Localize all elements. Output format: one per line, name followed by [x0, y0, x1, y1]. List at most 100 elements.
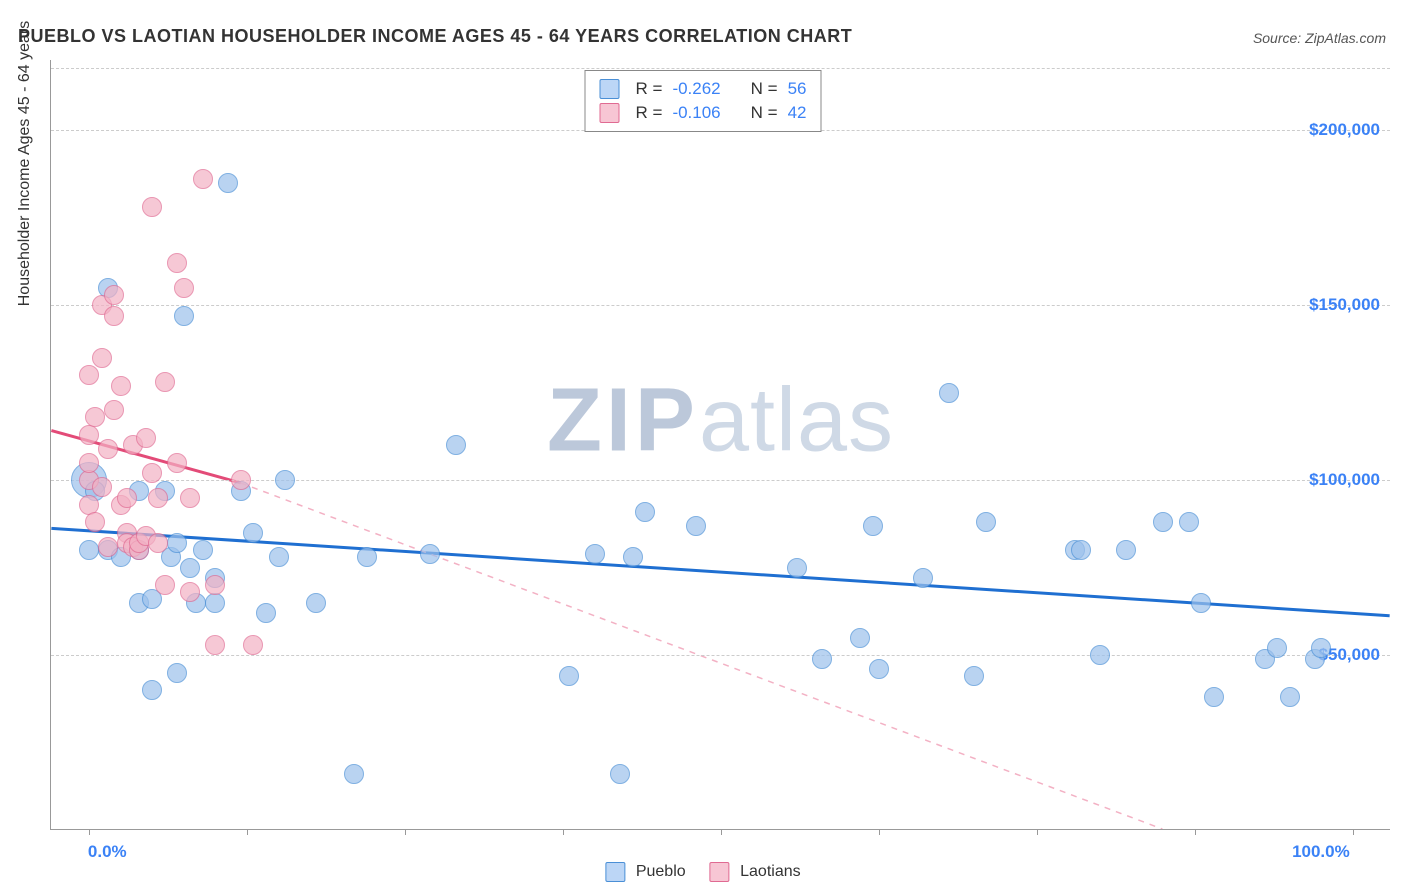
r-value: -0.106 [672, 103, 720, 123]
data-point [136, 428, 156, 448]
data-point [104, 306, 124, 326]
x-tick [721, 829, 722, 835]
data-point [180, 488, 200, 508]
data-point [205, 575, 225, 595]
data-point [635, 502, 655, 522]
data-point [869, 659, 889, 679]
x-tick [1037, 829, 1038, 835]
legend-swatch-icon [600, 79, 620, 99]
data-point [787, 558, 807, 578]
data-point [585, 544, 605, 564]
correlation-legend-row: R = -0.106 N = 42 [600, 101, 807, 125]
data-point [610, 764, 630, 784]
n-value: 42 [788, 103, 807, 123]
data-point [559, 666, 579, 686]
data-point [180, 582, 200, 602]
data-point [174, 306, 194, 326]
data-point [344, 764, 364, 784]
x-tick [89, 829, 90, 835]
chart-container: PUEBLO VS LAOTIAN HOUSEHOLDER INCOME AGE… [0, 0, 1406, 892]
watermark: ZIPatlas [547, 370, 894, 473]
data-point [193, 540, 213, 560]
data-point [142, 680, 162, 700]
data-point [167, 533, 187, 553]
r-label: R = [636, 79, 663, 99]
gridline [51, 305, 1390, 306]
data-point [148, 488, 168, 508]
gridline [51, 68, 1390, 69]
data-point [686, 516, 706, 536]
data-point [142, 197, 162, 217]
data-point [1090, 645, 1110, 665]
legend-swatch-icon [710, 862, 730, 882]
plot-area: ZIPatlas $50,000$100,000$150,000$200,000 [50, 60, 1390, 830]
data-point [1153, 512, 1173, 532]
data-point [964, 666, 984, 686]
x-tick [1353, 829, 1354, 835]
data-point [205, 593, 225, 613]
data-point [231, 470, 251, 490]
data-point [1204, 687, 1224, 707]
watermark-zip: ZIP [547, 371, 699, 471]
data-point [148, 533, 168, 553]
r-value: -0.262 [672, 79, 720, 99]
data-point [79, 540, 99, 560]
legend-item: Laotians [710, 862, 801, 882]
x-tick-label: 0.0% [88, 842, 127, 862]
data-point [155, 372, 175, 392]
data-point [1071, 540, 1091, 560]
r-label: R = [636, 103, 663, 123]
data-point [155, 575, 175, 595]
source-attribution: Source: ZipAtlas.com [1253, 30, 1386, 46]
data-point [1179, 512, 1199, 532]
trendlines-svg [51, 60, 1390, 829]
data-point [117, 488, 137, 508]
data-point [79, 425, 99, 445]
n-value: 56 [788, 79, 807, 99]
data-point [104, 400, 124, 420]
data-point [98, 537, 118, 557]
data-point [850, 628, 870, 648]
n-label: N = [751, 79, 778, 99]
data-point [1116, 540, 1136, 560]
legend-swatch-icon [605, 862, 625, 882]
data-point [243, 523, 263, 543]
y-axis-title: Householder Income Ages 45 - 64 years [16, 21, 34, 307]
data-point [256, 603, 276, 623]
data-point [446, 435, 466, 455]
data-point [142, 463, 162, 483]
data-point [79, 365, 99, 385]
data-point [174, 278, 194, 298]
data-point [1267, 638, 1287, 658]
data-point [205, 635, 225, 655]
data-point [939, 383, 959, 403]
data-point [111, 376, 131, 396]
y-tick-label: $150,000 [1309, 295, 1380, 315]
chart-title: PUEBLO VS LAOTIAN HOUSEHOLDER INCOME AGE… [18, 26, 852, 47]
x-tick [1195, 829, 1196, 835]
data-point [85, 407, 105, 427]
correlation-legend-row: R = -0.262 N = 56 [600, 77, 807, 101]
data-point [79, 453, 99, 473]
data-point [243, 635, 263, 655]
data-point [420, 544, 440, 564]
data-point [193, 169, 213, 189]
correlation-legend: R = -0.262 N = 56 R = -0.106 N = 42 [585, 70, 822, 132]
gridline [51, 655, 1390, 656]
x-tick [247, 829, 248, 835]
legend-item: Pueblo [605, 862, 685, 882]
data-point [269, 547, 289, 567]
data-point [92, 348, 112, 368]
data-point [1280, 687, 1300, 707]
y-tick-label: $100,000 [1309, 470, 1380, 490]
data-point [98, 439, 118, 459]
watermark-atlas: atlas [699, 371, 894, 471]
data-point [167, 453, 187, 473]
n-label: N = [751, 103, 778, 123]
data-point [1311, 638, 1331, 658]
data-point [1191, 593, 1211, 613]
data-point [623, 547, 643, 567]
data-point [180, 558, 200, 578]
data-point [104, 285, 124, 305]
x-tick-label: 100.0% [1292, 842, 1350, 862]
